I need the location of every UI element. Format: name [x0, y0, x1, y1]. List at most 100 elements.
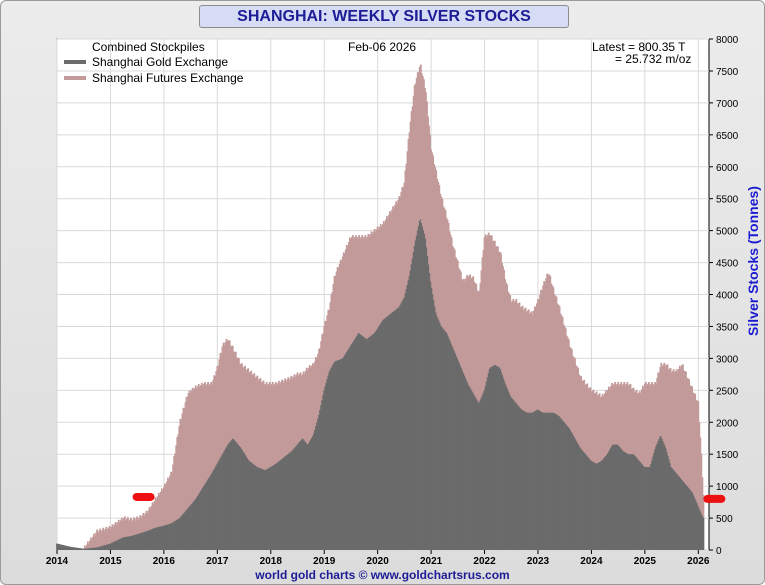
sge-bar: [341, 358, 344, 550]
shfe-bar: [485, 237, 488, 382]
latest-line-2: = 25.732 m/oz: [615, 52, 692, 66]
sge-bar: [517, 405, 520, 550]
sge-bar: [559, 417, 562, 550]
sge-bar: [347, 348, 350, 550]
sge-bar: [381, 320, 384, 550]
sge-bar: [71, 547, 74, 550]
sge-bar: [215, 465, 218, 550]
shfe-bar: [366, 236, 369, 339]
shfe-bar: [226, 341, 229, 446]
shfe-bar: [548, 274, 551, 413]
sge-bar: [690, 490, 693, 550]
sge-bar: [591, 461, 594, 550]
sge-bar: [185, 510, 188, 550]
shfe-bar: [503, 269, 505, 379]
sge-bar: [470, 388, 473, 550]
shfe-bar: [217, 365, 220, 462]
sge-bar: [116, 540, 119, 550]
sge-bar: [209, 476, 212, 550]
sge-bar: [635, 457, 638, 550]
sge-bar: [631, 454, 634, 550]
y-tick-label: 6500: [716, 131, 739, 142]
shfe-bar: [411, 106, 414, 259]
y-axis-title-box: Silver Stocks (Tonnes): [743, 153, 763, 373]
shfe-bar: [92, 536, 94, 548]
y-tick-label: 5500: [716, 195, 739, 206]
sge-bar: [222, 452, 225, 550]
shfe-bar: [438, 184, 441, 321]
sge-bar: [93, 547, 95, 550]
sge-bar: [296, 444, 299, 550]
sge-bar: [455, 355, 458, 550]
shfe-bar: [554, 295, 557, 414]
sge-bar: [318, 414, 320, 550]
shfe-bar: [478, 290, 481, 403]
shfe-bar: [132, 519, 134, 536]
sge-bar: [138, 533, 141, 550]
sge-bar: [650, 464, 652, 550]
x-tick-label: 2014: [46, 556, 69, 567]
shfe-bar: [117, 519, 120, 540]
sge-bar: [342, 357, 345, 550]
shfe-bar: [553, 294, 556, 413]
shfe-bar: [517, 303, 520, 406]
shfe-bar: [626, 382, 629, 454]
shfe-bar: [330, 294, 333, 368]
sge-bar: [288, 453, 291, 550]
shfe-bar: [588, 387, 591, 459]
shfe-bar: [145, 510, 148, 532]
sge-bar: [602, 458, 605, 550]
sge-bar: [656, 443, 659, 550]
sge-bar: [448, 338, 451, 550]
sge-bar: [643, 466, 646, 550]
shfe-bar: [661, 366, 664, 439]
shfe-bar: [266, 385, 269, 469]
shfe-bar: [474, 282, 477, 397]
shfe-bar: [185, 396, 188, 511]
sge-bar: [357, 334, 360, 550]
sge-bar: [143, 531, 146, 550]
sge-bar: [368, 337, 371, 550]
shfe-bar: [524, 307, 527, 412]
shfe-bar: [109, 529, 112, 544]
shfe-bar: [91, 540, 93, 548]
sge-bar: [176, 519, 179, 550]
sge-bar: [239, 446, 241, 550]
sge-bar: [400, 303, 403, 550]
sge-bar: [646, 466, 648, 550]
sge-bar: [298, 442, 301, 550]
shfe-bar: [210, 382, 213, 475]
shfe-bar: [486, 235, 489, 378]
sge-bar: [81, 548, 84, 550]
shfe-bar: [583, 379, 586, 452]
sge-bar: [355, 337, 357, 550]
sge-bar: [101, 545, 104, 550]
shfe-bar: [268, 382, 271, 468]
sge-bar: [521, 409, 524, 550]
sge-bar: [594, 463, 597, 550]
shfe-bar: [471, 277, 474, 391]
shfe-bar: [440, 196, 443, 326]
sge-bar: [156, 527, 159, 550]
stack-bars: [56, 64, 705, 551]
sge-bar: [623, 451, 626, 550]
sge-bar: [484, 386, 487, 550]
shfe-bar: [202, 386, 204, 488]
sge-bar: [421, 226, 424, 551]
shfe-bar: [165, 485, 167, 526]
sge-bar: [687, 486, 689, 550]
shfe-bar: [565, 335, 568, 425]
shfe-bar: [632, 387, 635, 455]
shfe-bar: [128, 521, 130, 537]
sge-bar: [463, 373, 465, 550]
sge-bar: [333, 362, 336, 550]
shfe-bar: [371, 234, 374, 335]
shfe-bar: [246, 369, 249, 457]
sge-bar: [409, 270, 412, 550]
sge-bar: [88, 548, 91, 550]
shfe-bar: [677, 368, 680, 476]
sge-bar: [216, 463, 219, 550]
shfe-bar: [687, 378, 689, 487]
shfe-bar: [624, 385, 627, 453]
shfe-bar: [123, 516, 126, 538]
